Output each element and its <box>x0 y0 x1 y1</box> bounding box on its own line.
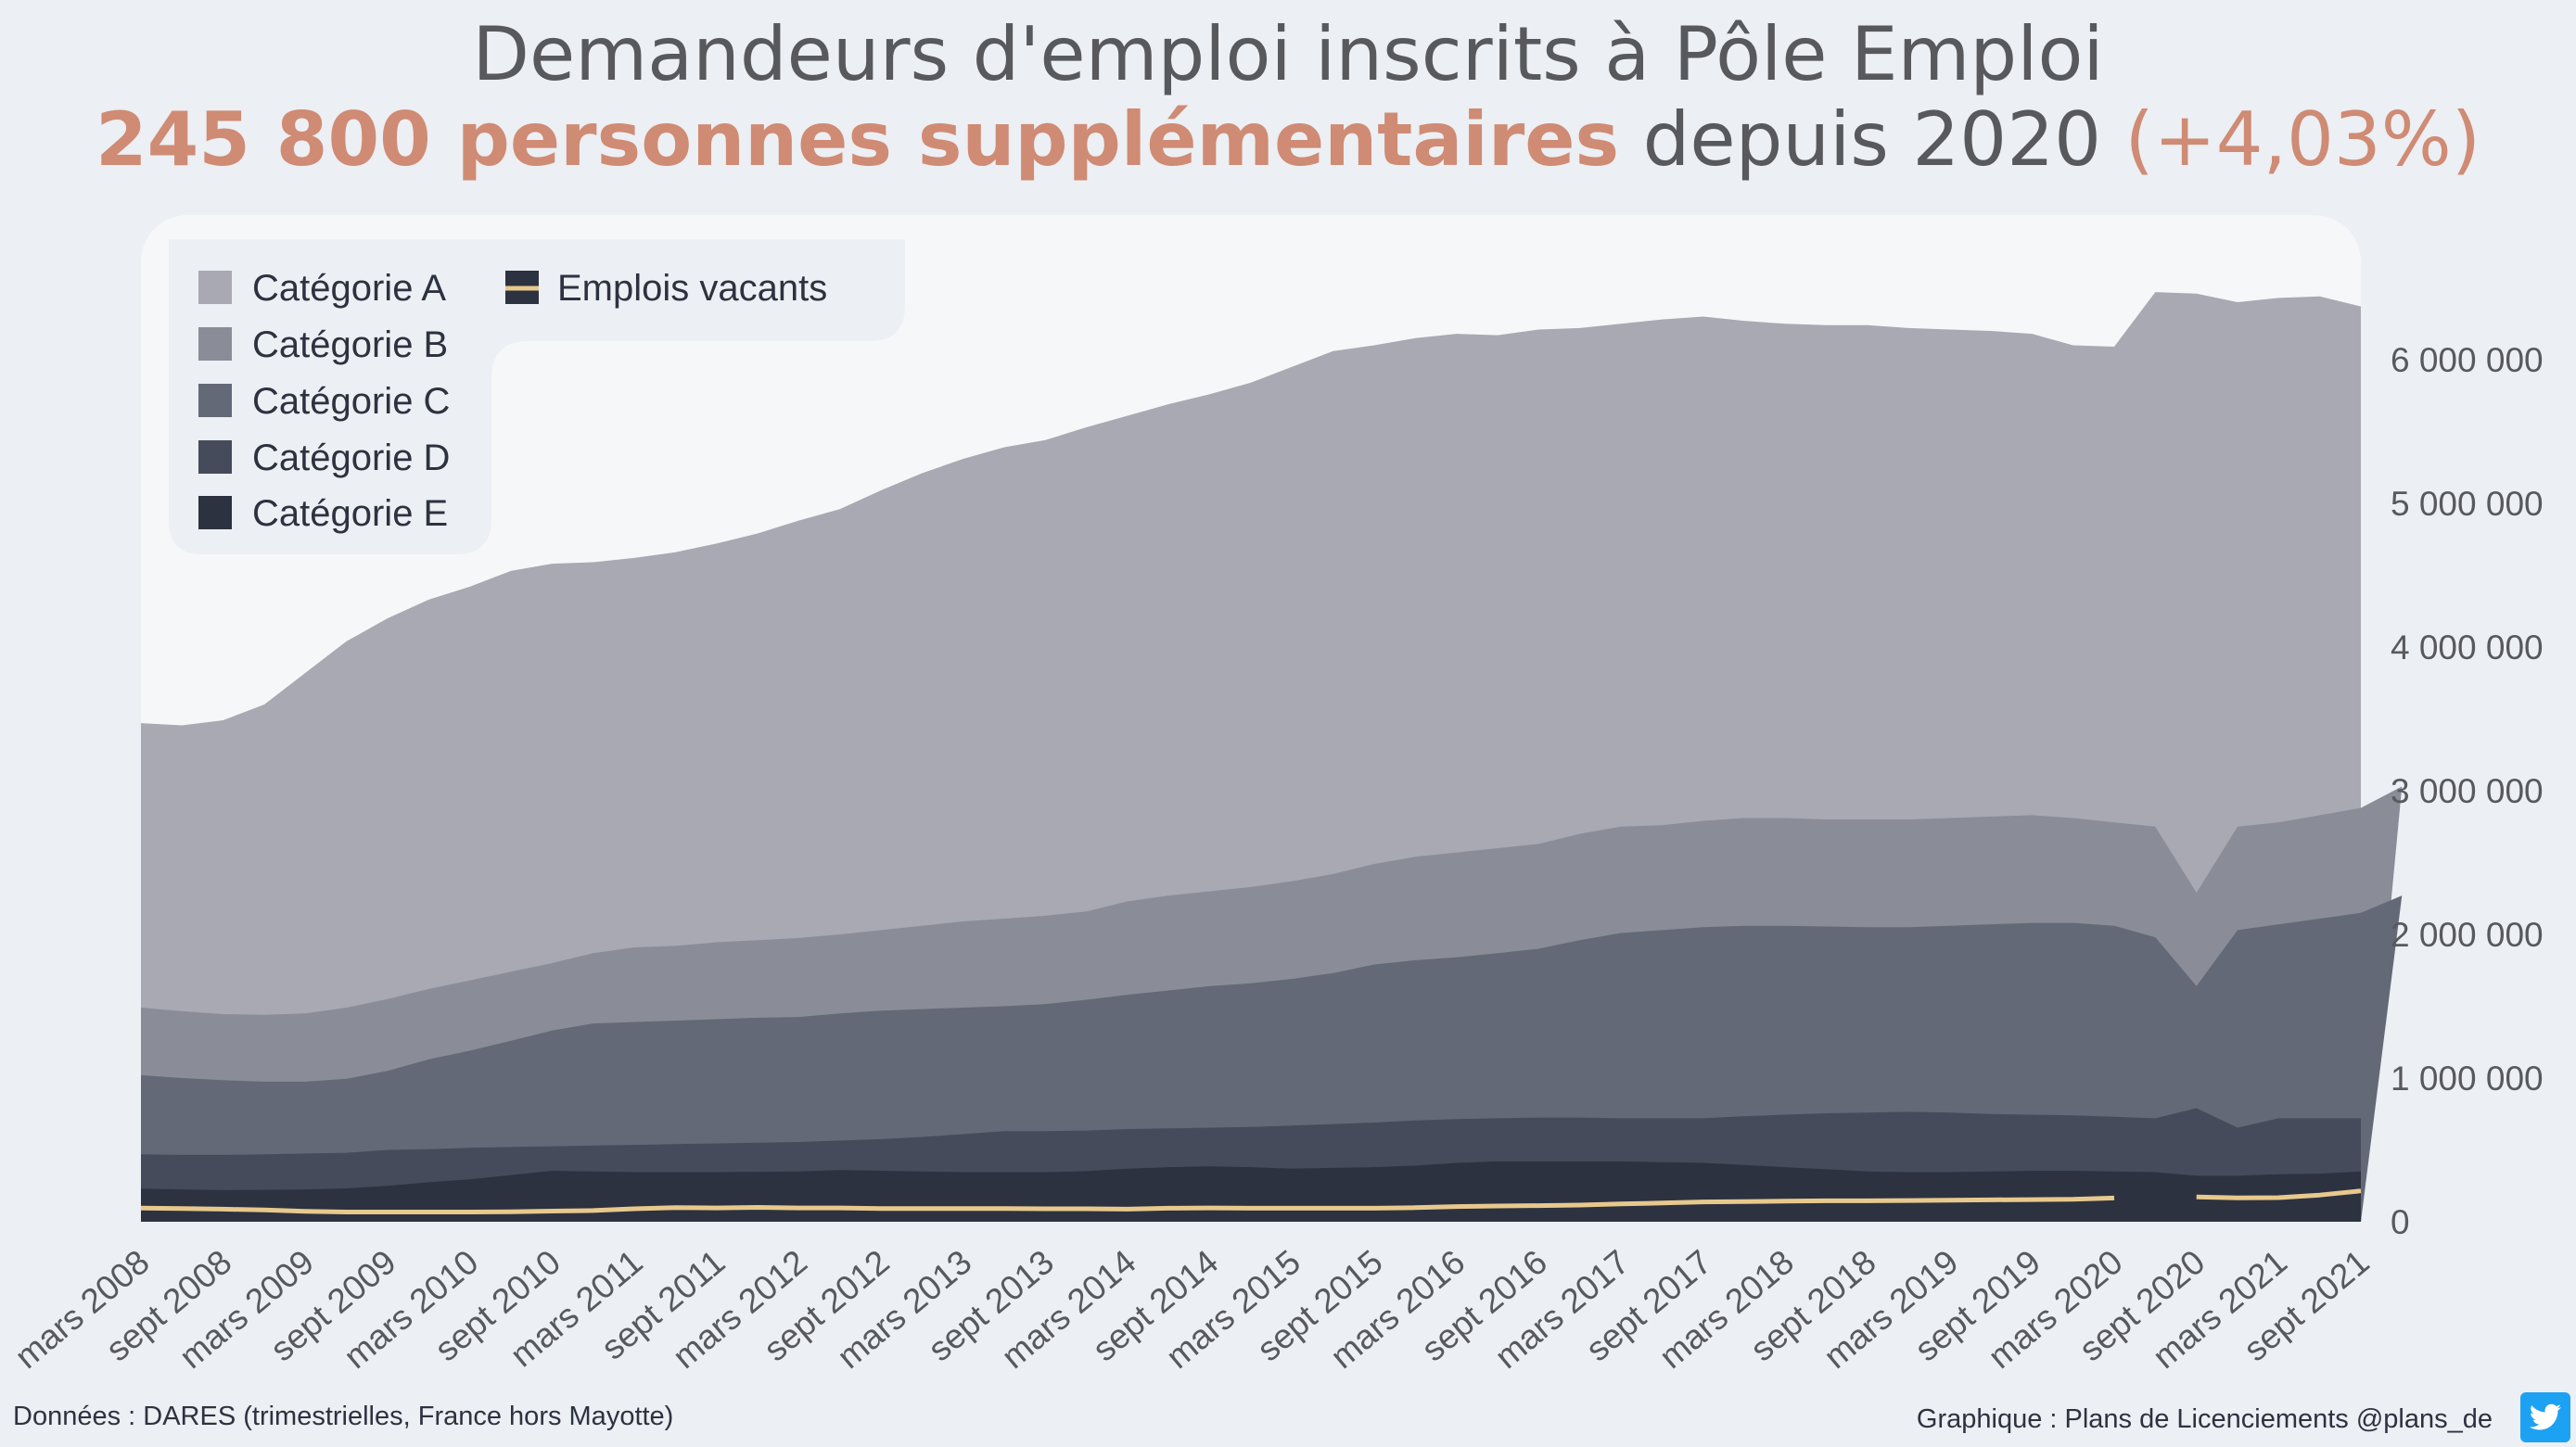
twitter-bird-glyph <box>2529 1403 2561 1430</box>
y-tick-label: 5 000 000 <box>2391 485 2544 523</box>
legend-swatch <box>198 327 232 361</box>
legend-label: Catégorie B <box>252 324 448 365</box>
y-tick-label: 0 <box>2391 1203 2410 1241</box>
y-tick-label: 6 000 000 <box>2391 341 2544 379</box>
legend-label: Emplois vacants <box>557 268 827 309</box>
legend-label: Catégorie C <box>252 381 450 422</box>
legend-label: Catégorie D <box>252 438 450 478</box>
legend-label: Catégorie A <box>252 268 446 309</box>
legend-swatch <box>198 496 232 529</box>
chart-title: Demandeurs d'emploi inscrits à Pôle Empl… <box>472 11 2104 97</box>
legend-swatch <box>198 384 232 417</box>
legend-box <box>169 239 905 554</box>
subtitle-highlight: 245 800 personnes supplémentaires <box>95 96 1620 183</box>
legend-swatch <box>198 440 232 474</box>
y-tick-label: 3 000 000 <box>2391 772 2544 810</box>
subtitle-percent: (+4,03%) <box>2124 96 2481 183</box>
credit-note: Graphique : Plans de Licenciements @plan… <box>1916 1404 2493 1434</box>
y-tick-label: 4 000 000 <box>2391 628 2544 666</box>
line-emplois-vacants-0 <box>140 1195 2115 1214</box>
subtitle-middle: depuis 2020 <box>1619 96 2125 183</box>
legend-label: Catégorie E <box>252 493 448 534</box>
y-tick-label: 2 000 000 <box>2391 916 2544 954</box>
chart-subtitle: 245 800 personnes supplémentaires depuis… <box>0 96 2576 183</box>
line-emplois-vacants-1 <box>2196 1188 2362 1200</box>
source-note: Données : DARES (trimestrielles, France … <box>13 1402 674 1431</box>
twitter-bird-icon[interactable] <box>2520 1392 2570 1442</box>
legend-swatch <box>198 271 232 304</box>
y-tick-label: 1 000 000 <box>2391 1060 2544 1098</box>
